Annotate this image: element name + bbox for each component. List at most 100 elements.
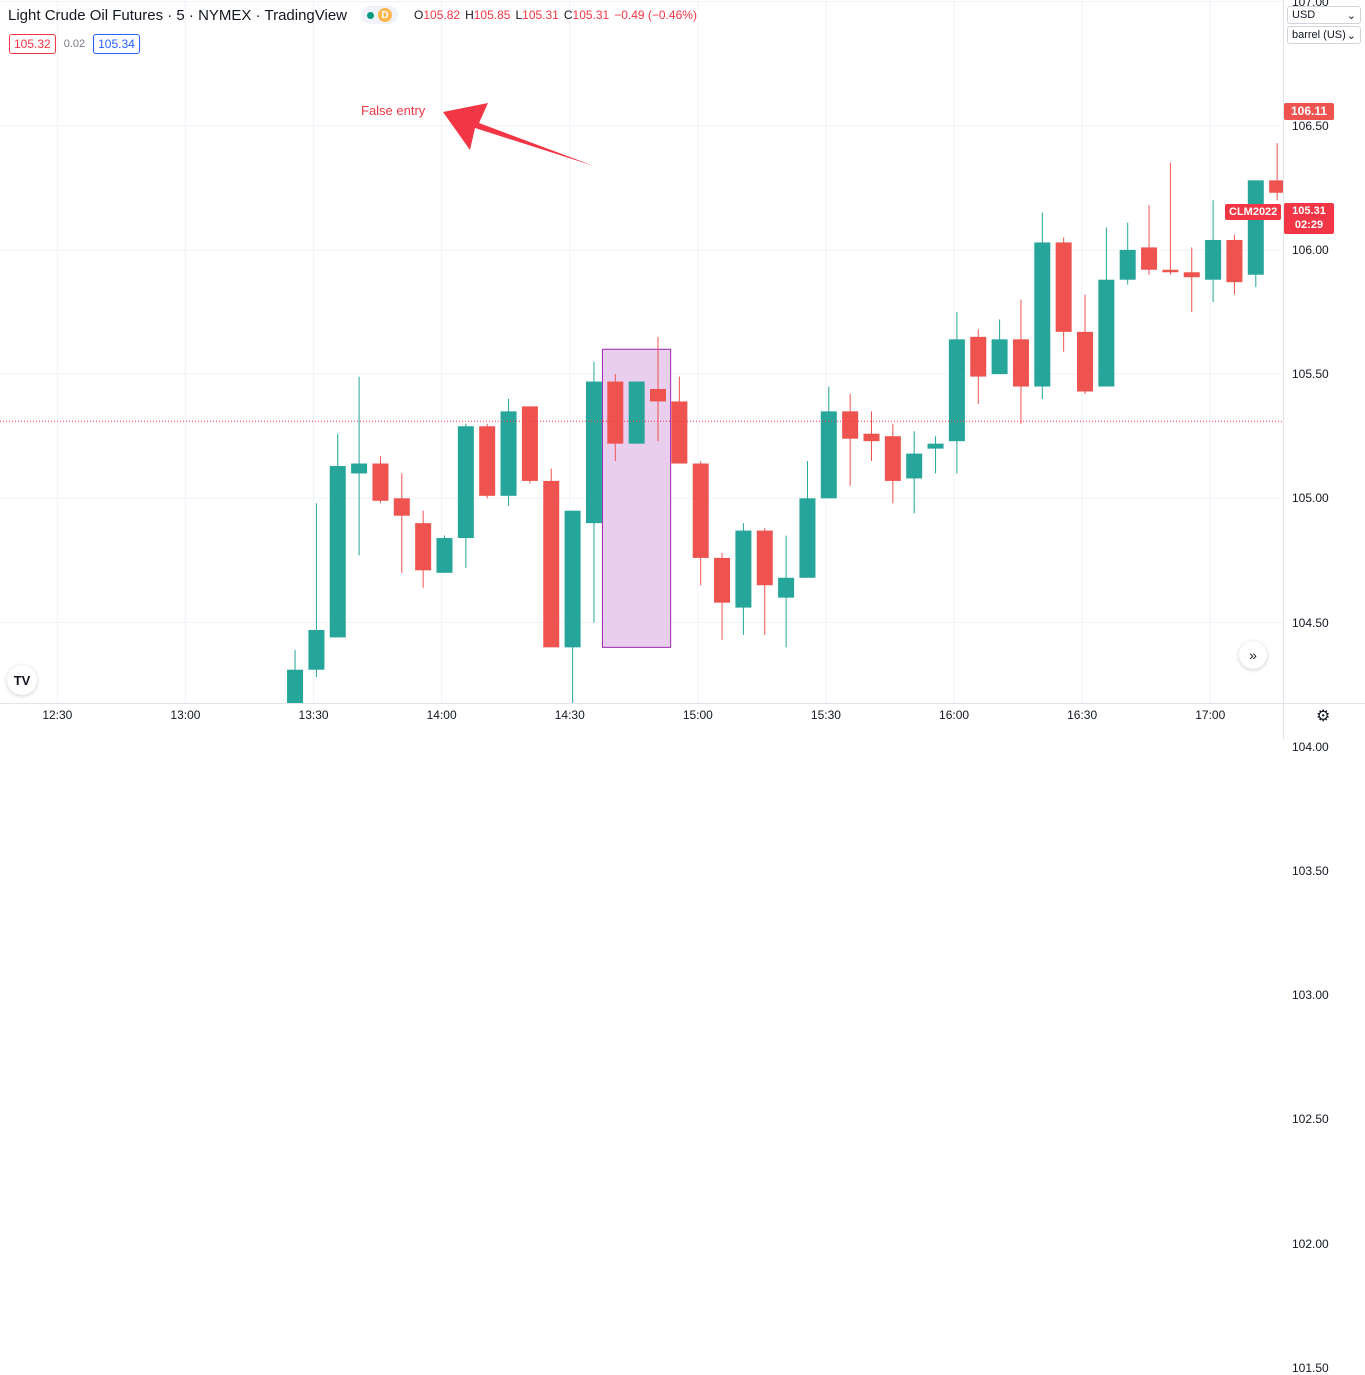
open-label: O [414,8,424,22]
candle [372,456,389,504]
candle [1119,222,1136,285]
change-value: −0.49 (−0.46%) [614,8,697,22]
candle-body [457,426,474,539]
axis-corner [1283,703,1365,739]
candle-body [1034,242,1051,387]
time-axis[interactable] [0,703,1283,739]
candlestick-chart[interactable] [0,0,1283,703]
candle-body [628,381,645,444]
x-tick-label: 14:30 [554,708,585,722]
candle-body [521,406,538,481]
candle [1247,180,1264,288]
candle [1077,294,1093,394]
candle-body [1226,239,1243,283]
chart-plot-area[interactable] [0,0,1283,703]
candle [863,411,880,462]
candle [884,423,901,504]
candle-body [500,411,517,496]
candle [436,535,453,573]
settings-gear-icon[interactable]: ⚙ [1316,708,1331,725]
candle-body [607,381,624,444]
candle-body [351,463,368,474]
y-tick-label: 106.50 [1292,118,1329,133]
candle [479,423,496,499]
y-tick-label: 103.50 [1292,863,1329,878]
y-tick-label: 104.50 [1292,615,1329,630]
candle [756,528,773,635]
candle [564,510,581,703]
candle-body [329,466,346,638]
tradingview-logo-icon[interactable]: TV [7,665,37,695]
candle-body [543,480,560,648]
currency-select[interactable]: USD ⌄ [1287,6,1361,24]
candle-body [436,538,453,573]
candle [906,431,923,514]
candle [820,386,837,499]
x-tick-label: 14:00 [426,708,457,722]
candle [521,406,538,484]
close-label: C [563,8,573,22]
candle [628,381,645,444]
high-label: H [465,8,474,22]
candle [1141,205,1158,275]
bid-ask-panel: 105.32 0.02 105.34 [9,34,140,54]
symbol-title[interactable]: Light Crude Oil Futures · 5 · NYMEX · Tr… [8,6,348,24]
x-tick-label: 13:00 [170,708,201,722]
candle [735,523,752,635]
candle [1162,162,1179,275]
candle-body [1077,331,1093,392]
last-price-value: 105.31 [1292,205,1326,217]
candle-body [799,498,816,578]
candle [351,376,368,556]
candle-body [585,381,602,524]
candle [714,552,731,640]
x-tick-label: 16:30 [1067,708,1098,722]
candle [393,473,410,573]
candle-body [650,389,666,402]
x-tick-label: 15:00 [682,708,713,722]
candle-body [1012,339,1029,387]
y-tick-label: 105.50 [1292,367,1329,382]
candle [607,374,624,462]
candle-body [372,463,389,501]
last-price-tag: 105.31 02:29 [1284,203,1334,234]
candle-body [863,433,880,442]
current-bar-price-tag: 106.11 [1284,103,1334,120]
candle-body [479,426,496,496]
candle [1055,237,1072,352]
candle [1205,200,1222,303]
market-status[interactable]: D [361,6,399,24]
candle-body [1162,269,1179,273]
open-value: 105.82 [423,8,461,22]
x-tick-label: 17:00 [1195,708,1226,722]
candle-body [308,629,325,670]
bid-button[interactable]: 105.32 [9,34,56,54]
x-tick-label: 16:00 [939,708,970,722]
candle-body [970,336,987,377]
candle-body [1205,239,1222,280]
y-tick-label: 103.00 [1292,988,1329,1003]
candle [692,461,709,586]
candle-body [564,510,581,648]
candle [991,319,1008,375]
high-value: 105.85 [473,8,511,22]
annotation-text[interactable]: False entry [361,103,426,118]
candle-body [393,498,410,516]
candle-body [1055,242,1072,332]
candle [799,461,816,578]
ask-button[interactable]: 105.34 [93,34,140,54]
currency-value: USD [1292,9,1316,21]
candle-body [1269,180,1283,193]
scroll-to-realtime-button[interactable]: » [1239,641,1267,669]
candle-body [756,530,773,586]
candle-body [714,557,731,603]
low-value: 105.31 [522,8,559,22]
candle-body [415,523,432,571]
candle-body [948,339,965,442]
unit-select[interactable]: barrel (US) ⌄ [1287,26,1361,44]
annotation-arrow[interactable] [443,103,594,166]
candle-body [906,453,923,479]
candle [287,649,304,703]
candle [1269,143,1283,201]
candle [1183,247,1200,312]
